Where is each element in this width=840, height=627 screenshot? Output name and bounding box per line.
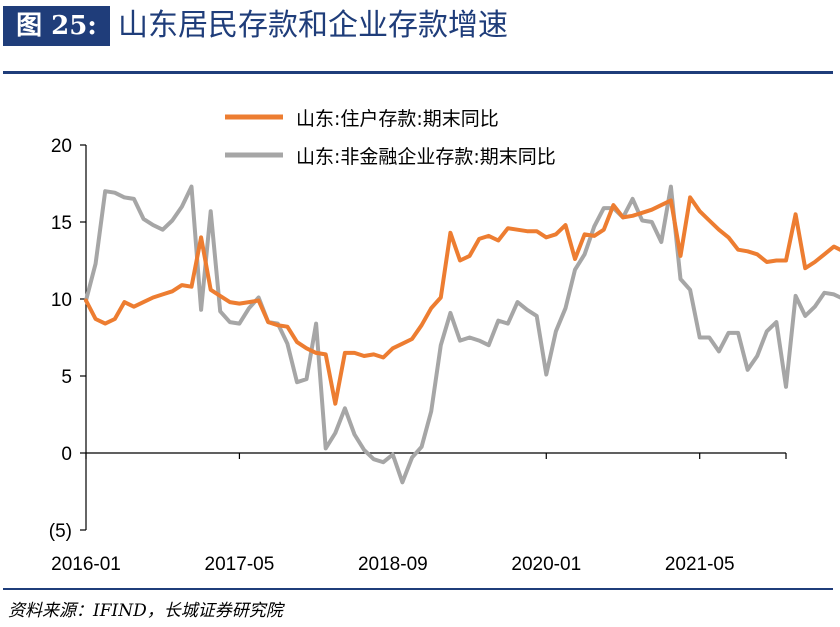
y-tick-label: (5) bbox=[49, 521, 72, 542]
series-line-corporate bbox=[84, 184, 840, 485]
y-tick-label: 10 bbox=[51, 290, 72, 311]
legend-label-household: 山东:住户存款:期末同比 bbox=[296, 108, 499, 130]
x-tick-label: 2018-09 bbox=[358, 554, 428, 575]
top-rule bbox=[3, 71, 833, 74]
source-note: 资料来源：IFIND，长城证券研究院 bbox=[8, 601, 283, 621]
series-line-household bbox=[84, 195, 840, 406]
axes: 20 15 10 5 0 (5) 2016-01 2017-05 2018-09 2020-01 2… bbox=[49, 136, 787, 575]
figure-label: 图 25: bbox=[3, 6, 110, 46]
x-tick-label: 2021-05 bbox=[665, 554, 735, 575]
bottom-rule bbox=[3, 588, 833, 590]
y-tick-label: 5 bbox=[61, 367, 72, 388]
legend: 山东:住户存款:期末同比 山东:非金融企业存款:期末同比 bbox=[225, 108, 556, 168]
y-tick-label: 15 bbox=[51, 213, 72, 234]
legend-label-corporate: 山东:非金融企业存款:期末同比 bbox=[296, 146, 556, 168]
line-chart: 20 15 10 5 0 (5) 2016-01 2017-05 2018-09 2020-01 2… bbox=[49, 108, 840, 575]
y-tick-label: 20 bbox=[51, 136, 72, 157]
series-lines bbox=[84, 184, 840, 485]
figure-header: 图 25: 山东居民存款和企业存款增速 bbox=[0, 0, 840, 50]
x-tick-label: 2016-01 bbox=[51, 554, 121, 575]
x-tick-label: 2020-01 bbox=[511, 554, 581, 575]
figure-title: 山东居民存款和企业存款增速 bbox=[118, 8, 508, 43]
x-tick-label: 2017-05 bbox=[205, 554, 275, 575]
y-tick-label: 0 bbox=[61, 444, 72, 465]
